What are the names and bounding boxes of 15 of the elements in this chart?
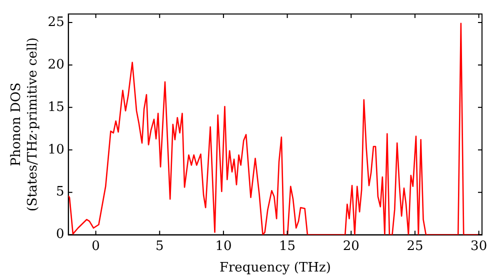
x-tick-label: 10 xyxy=(215,238,232,254)
x-tick-label: 15 xyxy=(279,238,296,254)
x-tick-label: 5 xyxy=(155,238,164,254)
y-axis-title: Phonon DOS (States/THz·primitive cell) xyxy=(8,37,41,212)
y-tick-label: 5 xyxy=(56,184,64,200)
x-tick-label: 25 xyxy=(406,238,424,254)
y-tick-label: 0 xyxy=(56,227,64,242)
y-tick-label: 15 xyxy=(48,100,64,115)
y-tick-label: 10 xyxy=(48,142,64,158)
y-tick-label: 25 xyxy=(48,14,64,30)
x-tick-label: 20 xyxy=(342,238,360,254)
x-tick-label: 0 xyxy=(92,238,100,254)
y-tick-label: 20 xyxy=(48,57,64,72)
x-axis-title: Frequency (THz) xyxy=(219,260,331,276)
x-tick-label: 30 xyxy=(470,238,488,254)
